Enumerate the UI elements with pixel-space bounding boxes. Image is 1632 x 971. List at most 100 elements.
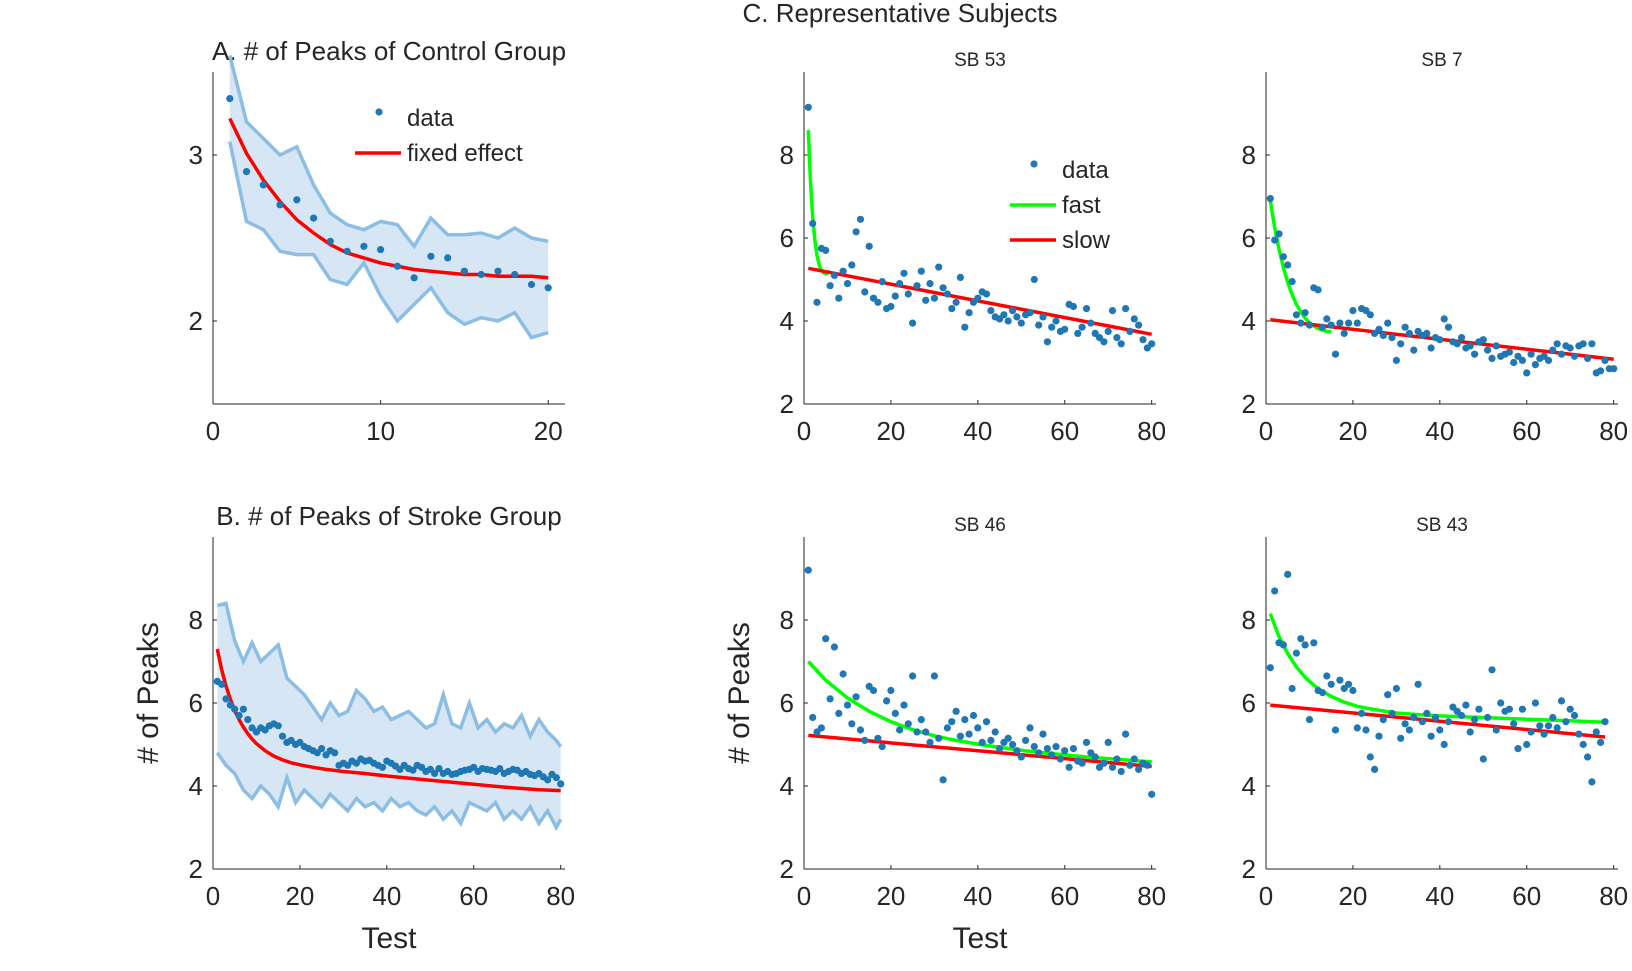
data-point (1392, 356, 1400, 364)
data-point (891, 709, 899, 718)
legend-label: data (407, 105, 454, 132)
data-point (1039, 313, 1047, 321)
data-point (1366, 311, 1374, 319)
data-point (1052, 317, 1060, 325)
data-point (1401, 720, 1409, 728)
data-point (1104, 327, 1112, 335)
data-point (961, 323, 969, 331)
data-point (1327, 680, 1335, 688)
data-point (1418, 718, 1426, 726)
legend-label: fixed effect (407, 140, 523, 167)
data-point (913, 728, 921, 736)
data-point (310, 214, 318, 222)
data-point (1331, 350, 1340, 358)
data-point (852, 693, 860, 701)
data-point (1139, 336, 1147, 344)
data-point (1048, 323, 1056, 331)
data-point (843, 280, 852, 288)
y-tick-label: 2 (189, 854, 203, 884)
y-tick-label: 3 (189, 140, 203, 170)
data-point (856, 215, 865, 223)
data-point (900, 701, 908, 709)
data-point (1108, 307, 1117, 315)
data-point (1052, 743, 1060, 751)
data-point (1310, 639, 1318, 647)
data-point (878, 278, 886, 286)
x-tick-label: 20 (876, 881, 905, 911)
data-point (393, 262, 401, 270)
legend-label: data (1062, 157, 1109, 184)
data-point (1471, 350, 1479, 358)
data-point (830, 643, 839, 651)
x-tick-label: 20 (285, 881, 314, 911)
data-point (1061, 747, 1069, 755)
data-point (378, 763, 387, 771)
data-point (1544, 356, 1553, 364)
data-point (293, 196, 301, 204)
data-point (444, 254, 452, 262)
data-point (360, 242, 368, 250)
data-point (1336, 676, 1344, 684)
data-point (1318, 689, 1327, 697)
data-point (1004, 734, 1012, 742)
data-point (1345, 680, 1353, 688)
data-point (1588, 340, 1596, 348)
data-point (952, 298, 960, 306)
data-point (1549, 346, 1557, 354)
data-point (865, 242, 873, 250)
data-point (848, 720, 856, 728)
data-point (218, 680, 226, 688)
data-point (1292, 311, 1300, 319)
data-point (835, 709, 843, 718)
x-tick-label: 20 (534, 416, 563, 446)
data-point (1471, 716, 1479, 724)
data-point (409, 766, 417, 774)
data-point (231, 705, 239, 713)
data-point (1091, 753, 1099, 761)
data-point (1458, 334, 1466, 342)
fast-line (1268, 613, 1606, 724)
data-point (1117, 767, 1125, 776)
data-point (1375, 732, 1383, 740)
legend-label: fast (1062, 192, 1101, 219)
data-point (326, 237, 334, 245)
data-point (1353, 319, 1361, 327)
data-point (1122, 305, 1130, 313)
data-point (1305, 321, 1314, 329)
data-point (1048, 751, 1056, 759)
data-point (460, 267, 468, 275)
x-tick-label: 20 (876, 416, 905, 446)
data-point (239, 705, 247, 713)
data-point (1108, 763, 1117, 771)
data-point (1527, 728, 1535, 736)
data-point (822, 246, 830, 254)
data-point (887, 302, 895, 311)
data-point (1444, 718, 1453, 726)
legend-label: slow (1062, 227, 1111, 254)
data-point (1510, 358, 1518, 367)
data-point (1458, 711, 1466, 720)
data-point (1440, 315, 1448, 323)
panel-c-sb43: SB 43 0 20 40 60 80 2 4 6 8 (1242, 515, 1629, 911)
data-point (926, 280, 934, 288)
data-point (1279, 253, 1287, 261)
data-point (987, 307, 995, 315)
y-tick-label: 2 (780, 854, 794, 884)
y-tick-label: 6 (780, 688, 794, 718)
y-tick-label: 6 (1242, 223, 1256, 253)
data-point (1479, 755, 1487, 763)
x-tick-label: 60 (1512, 881, 1541, 911)
data-point (935, 263, 943, 271)
data-point (804, 103, 812, 111)
data-point (1126, 327, 1134, 335)
data-point (896, 280, 904, 288)
data-point (1544, 722, 1553, 730)
data-point (1305, 716, 1314, 724)
data-point (235, 711, 243, 720)
data-point (1414, 680, 1422, 688)
data-point (996, 745, 1004, 753)
data-point (1505, 348, 1513, 356)
data-point (1492, 342, 1500, 350)
data-point (839, 267, 847, 275)
